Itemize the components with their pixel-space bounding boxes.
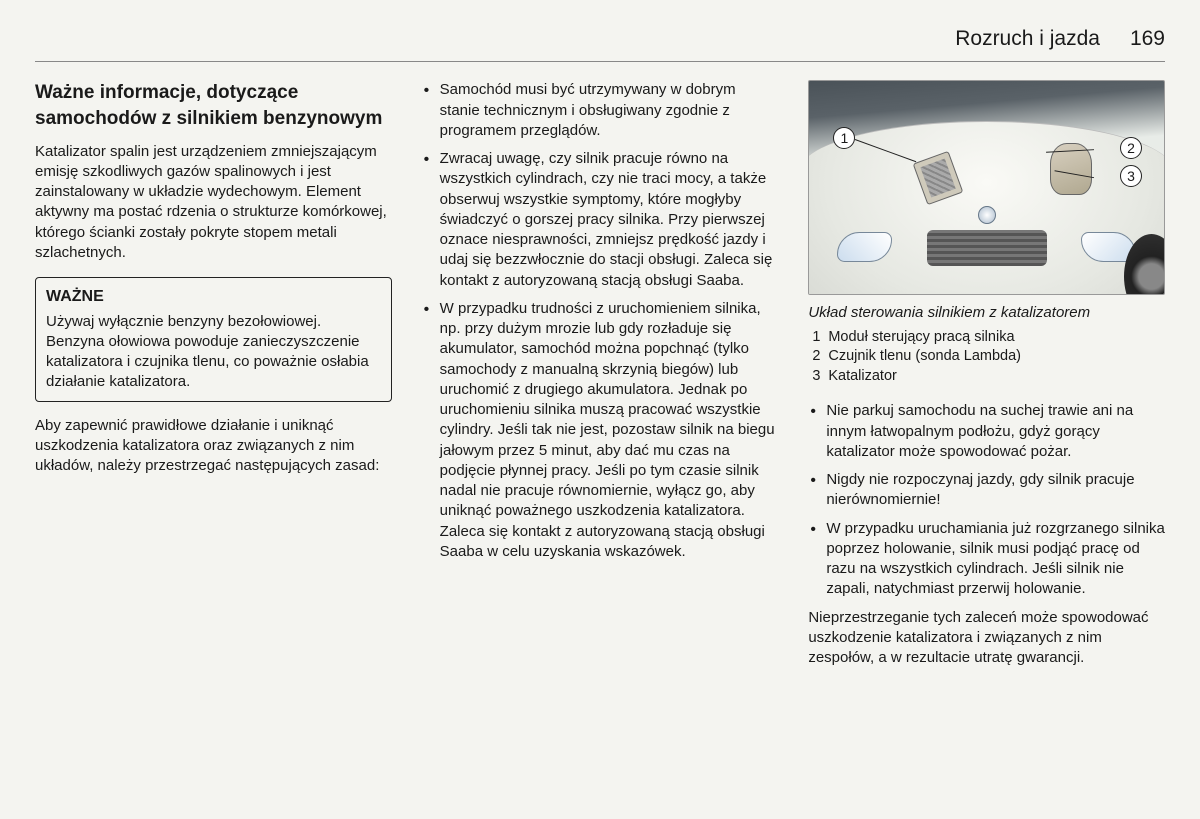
figure-legend: 1Moduł sterujący pracą silnika 2Czujnik …	[808, 328, 1165, 387]
rules-intro: Aby zapewnić prawidłowe działanie i unik…	[35, 416, 392, 477]
legend-row: 2Czujnik tlenu (sonda Lambda)	[808, 347, 1165, 367]
important-box: WAŻNE Używaj wyłącznie benzyny bezołowio…	[35, 277, 392, 402]
legend-num: 3	[808, 367, 828, 387]
content-columns: Ważne informacje, dotyczące samochodów z…	[35, 80, 1165, 678]
legend-num: 2	[808, 347, 828, 367]
figure-caption: Układ sterowania silnikiem z katalizator…	[808, 303, 1165, 323]
list-item: Nie parkuj samochodu na suchej trawie an…	[808, 401, 1165, 462]
closing-paragraph: Nieprzestrzeganie tych zaleceń może spow…	[808, 608, 1165, 669]
chapter-title: Rozruch i jazda	[955, 25, 1100, 53]
column-3: 1 2 3 Układ sterowania silnikiem z katal…	[808, 80, 1165, 678]
legend-text: Moduł sterujący pracą silnika	[828, 328, 1014, 348]
list-item: W przypadku trudności z uruchomieniem si…	[422, 299, 779, 562]
important-box-text: Używaj wyłącznie benzyny bezołowiowej. B…	[46, 312, 381, 393]
bullet-list-right: Nie parkuj samochodu na suchej trawie an…	[808, 401, 1165, 599]
section-heading: Ważne informacje, dotyczące samochodów z…	[35, 80, 392, 131]
page-header: Rozruch i jazda 169	[35, 25, 1165, 62]
list-item: W przypadku uruchamiania już rozgrzanego…	[808, 519, 1165, 600]
column-2: Samochód musi być utrzymywany w dobrym s…	[422, 80, 779, 678]
legend-num: 1	[808, 328, 828, 348]
legend-text: Czujnik tlenu (sonda Lambda)	[828, 347, 1021, 367]
list-item: Samochód musi być utrzymywany w dobrym s…	[422, 80, 779, 141]
list-item: Zwracaj uwagę, czy silnik pracuje równo …	[422, 149, 779, 291]
list-item: Nigdy nie rozpoczynaj jazdy, gdy silnik …	[808, 470, 1165, 511]
bullet-list-center: Samochód musi być utrzymywany w dobrym s…	[422, 80, 779, 562]
engine-diagram: 1 2 3	[808, 80, 1165, 295]
grille-shape	[927, 230, 1047, 266]
legend-text: Katalizator	[828, 367, 897, 387]
legend-row: 1Moduł sterujący pracą silnika	[808, 328, 1165, 348]
badge-shape	[978, 206, 996, 224]
legend-row: 3Katalizator	[808, 367, 1165, 387]
intro-paragraph: Katalizator spalin jest urządzeniem zmni…	[35, 142, 392, 264]
column-1: Ważne informacje, dotyczące samochodów z…	[35, 80, 392, 678]
page-number: 169	[1130, 25, 1165, 53]
important-box-title: WAŻNE	[46, 286, 381, 308]
